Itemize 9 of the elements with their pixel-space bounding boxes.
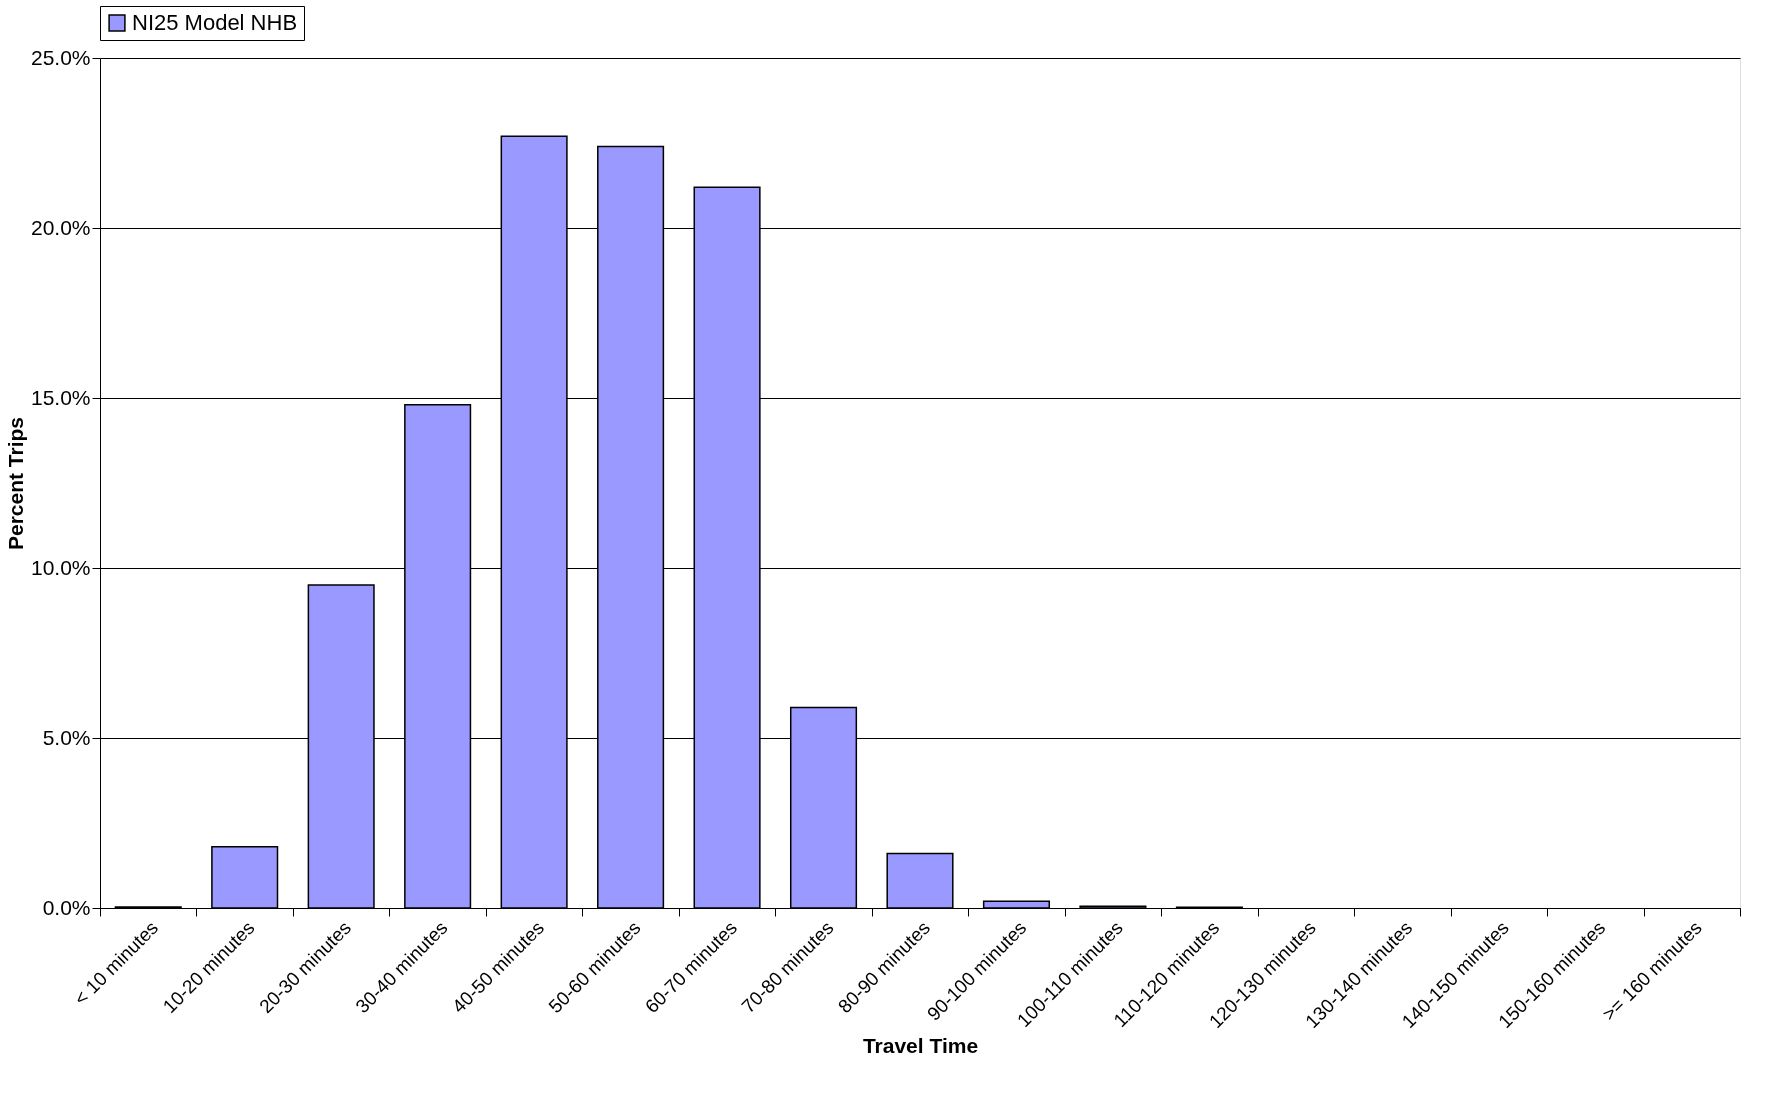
y-tick-label: 25.0%: [30, 45, 91, 69]
y-tick-label: 10.0%: [30, 555, 91, 579]
y-tick-label: 20.0%: [30, 215, 91, 239]
x-axis-title: Travel Time: [862, 1034, 979, 1058]
y-tick-label: 15.0%: [30, 385, 91, 409]
y-axis-title: Percent Trips: [3, 416, 27, 551]
legend-label: NI25 Model NHB: [132, 10, 298, 35]
y-tick-label: 0.0%: [42, 895, 91, 919]
y-tick-label: 5.0%: [42, 725, 91, 749]
